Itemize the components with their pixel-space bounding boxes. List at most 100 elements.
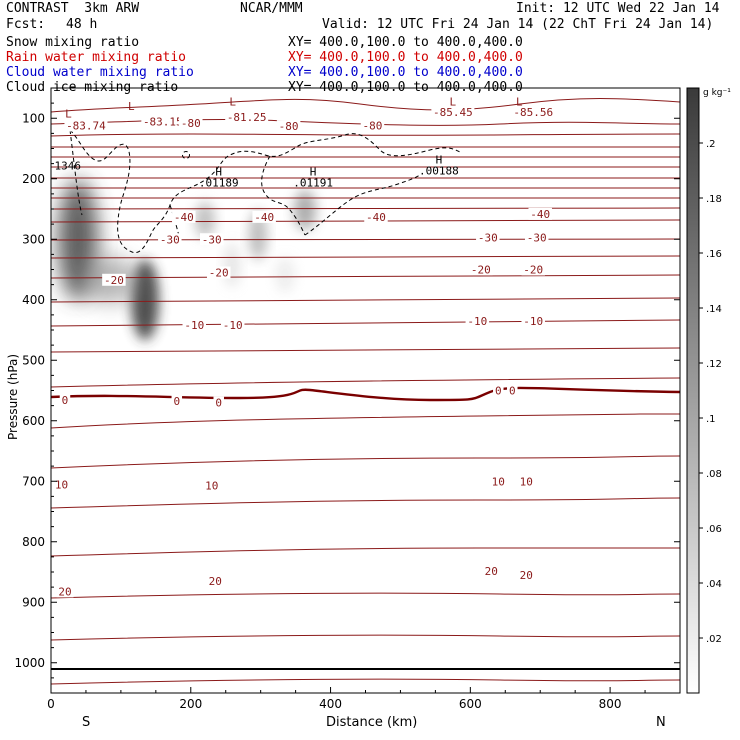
- isotherm-label-bg: [507, 384, 518, 397]
- x-tick-label: 600: [459, 697, 482, 711]
- isotherm-label-bg: [52, 478, 70, 491]
- isotherm-label: -85.56: [513, 106, 553, 119]
- isotherm-label: 0: [173, 395, 180, 408]
- isotherm-label-bg: [206, 266, 231, 279]
- isotherm-label: 10: [205, 479, 218, 492]
- isotherm-label: -80: [181, 117, 201, 130]
- high-value: .01189: [199, 176, 239, 189]
- isotherm-label-bg: [521, 314, 545, 327]
- isotherm-label: -20: [523, 264, 543, 277]
- snow-shading: [58, 180, 316, 340]
- isotherm-label-bg: [276, 120, 301, 133]
- isotherm-label-bg: [517, 475, 535, 488]
- isotherm-label-bg: [158, 233, 182, 246]
- isotherm-label-bg: [517, 569, 535, 582]
- isotherm-label: 10: [520, 475, 533, 488]
- isotherm-label: -40: [366, 211, 386, 224]
- model-title: CONTRAST 3km ARW: [6, 1, 140, 16]
- isotherm-label: -83.15: [143, 115, 183, 128]
- isotherm-lines: [51, 98, 680, 685]
- y-tick-label: 700: [22, 474, 45, 488]
- high-marker: H: [310, 165, 317, 178]
- isotherm-label: -40: [530, 208, 550, 221]
- isotherm-label: -10: [223, 319, 243, 332]
- isotherm-label-bg: [225, 111, 269, 124]
- isotherm-label: -30: [527, 231, 547, 244]
- isotherm-label-bg: [171, 394, 183, 407]
- field-xy-rain: XY= 400.0,100.0 to 400.0,400.0: [288, 50, 523, 65]
- colorbar-tick-label: .02: [706, 634, 722, 645]
- isotherm-label-bg: [524, 231, 549, 244]
- colorbar-tick-label: .08: [706, 469, 722, 480]
- isotherm-label: -20: [104, 274, 124, 287]
- isotherm-label: -20: [209, 267, 229, 280]
- isotherm-label-bg: [528, 207, 552, 220]
- isotherm-label-bg: [493, 384, 504, 397]
- y-tick-label: 600: [22, 414, 45, 428]
- fcst-label: Fcst:: [6, 17, 46, 32]
- isotherm-label: -85.45: [433, 106, 473, 119]
- fcst-value: 48 h: [66, 17, 98, 32]
- isotherm-label-bg: [59, 394, 71, 407]
- colorbar-tick-label: .14: [706, 304, 722, 315]
- y-tick-label: 500: [22, 353, 45, 367]
- isotherm-label-bg: [199, 233, 224, 246]
- y-tick-label: 900: [22, 595, 45, 609]
- high-value: .00188: [419, 164, 459, 177]
- isotherm-label: -30: [478, 231, 498, 244]
- high-marker: H: [215, 165, 222, 178]
- field-name-cloud-water: Cloud water mixing ratio: [6, 65, 194, 80]
- isotherm-label: 20: [58, 585, 71, 598]
- y-tick-label: 400: [22, 293, 45, 307]
- high-value: .01191: [293, 176, 333, 189]
- isotherm-label: 0: [62, 394, 69, 407]
- isotherm-label: -83.74: [66, 120, 106, 133]
- isotherm-label-bg: [364, 210, 388, 223]
- isotherm-label: -30: [202, 233, 222, 246]
- x-axis: 0 200 400 600 800: [47, 687, 646, 711]
- isotherm-label-bg: [182, 319, 207, 332]
- x-axis-label: Distance (km): [326, 715, 417, 730]
- isotherm-label-bg: [521, 263, 545, 276]
- isotherm-label-bg: [179, 117, 203, 130]
- y-tick-label: 1000: [14, 656, 45, 670]
- isotherm-label-bg: [56, 585, 74, 598]
- low-marker: L: [65, 107, 72, 120]
- y-tick-label: 300: [22, 232, 45, 246]
- isotherm-label: 20: [485, 565, 498, 578]
- isotherm-label: -10: [467, 315, 487, 328]
- x-tick-label: 0: [47, 697, 55, 711]
- high-marker: H: [436, 153, 443, 166]
- isotherm-label-bg: [172, 210, 196, 223]
- isotherm-label: 10: [492, 475, 505, 488]
- isotherm-label-bg: [213, 396, 224, 409]
- isotherm-label: -10: [523, 315, 543, 328]
- init-time: Init: 12 UTC Wed 22 Jan 14: [516, 1, 720, 16]
- x-tick-label: 200: [179, 697, 202, 711]
- y-axis-label: Pressure (hPa): [6, 354, 20, 440]
- zero-isotherm: [51, 386, 680, 402]
- isotherm-label-bg: [203, 479, 221, 492]
- isotherm-label-bg: [64, 119, 108, 132]
- isotherm-label: -10: [184, 319, 204, 332]
- colorbar-tick-label: .12: [706, 359, 722, 370]
- colorbar-tick-label: .04: [706, 579, 722, 590]
- isotherm-label: -30: [160, 233, 180, 246]
- isotherm-label-bg: [206, 575, 224, 588]
- isotherm-label: 10: [55, 478, 68, 491]
- low-marker: L: [516, 95, 523, 108]
- valid-time: Valid: 12 UTC Fri 24 Jan 14 (22 ChT Fri …: [322, 17, 714, 32]
- cloud-ice-contours: [69, 129, 461, 254]
- field-xy-snow: XY= 400.0,100.0 to 400.0,400.0: [288, 35, 523, 50]
- y-tick-label: 100: [22, 111, 45, 125]
- colorbar-unit: g kg⁻¹: [703, 88, 731, 98]
- colorbar-tick-label: .1: [706, 414, 716, 425]
- x-end-south: S: [82, 715, 90, 730]
- low-marker: L: [450, 95, 457, 108]
- x-tick-label: 800: [599, 697, 622, 711]
- low-marker: L: [229, 95, 236, 108]
- field-name-rain: Rain water mixing ratio: [6, 50, 187, 65]
